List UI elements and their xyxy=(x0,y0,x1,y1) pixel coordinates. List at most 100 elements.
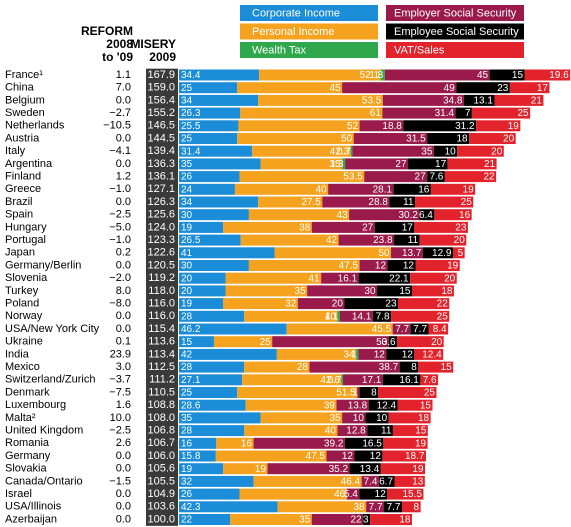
segment-label: 10 xyxy=(376,413,388,424)
misery-value: 120.5 xyxy=(147,259,175,271)
bar-segment xyxy=(389,196,416,208)
reform-value: 0.0 xyxy=(116,158,131,170)
segment-label: 35 xyxy=(299,515,311,526)
country-label: Finland xyxy=(5,171,41,183)
bar-segment xyxy=(179,82,238,94)
bar-segment xyxy=(179,463,224,475)
bar-segment xyxy=(378,387,437,398)
bar-segment xyxy=(397,336,444,348)
segment-label: 40 xyxy=(315,184,327,195)
country-label: Hungary xyxy=(5,221,47,233)
bar-segment xyxy=(447,158,497,170)
segment-label: 12.9 xyxy=(432,248,452,259)
bar-segment xyxy=(179,310,245,322)
segment-label: 19 xyxy=(412,464,424,475)
reform-header: REFORM xyxy=(81,24,133,38)
segment-label: 22.1 xyxy=(389,273,409,284)
misery-value: 110.5 xyxy=(148,386,175,398)
segment-label: 15 xyxy=(181,337,193,348)
segment-label: 12 xyxy=(370,451,382,462)
bar-segment xyxy=(179,133,238,144)
bar-segment xyxy=(234,183,329,195)
misery-value: 167.9 xyxy=(147,69,175,81)
bar-segment xyxy=(344,298,399,310)
bar-segment xyxy=(213,336,273,348)
bar-segment xyxy=(382,374,421,386)
bar-segment xyxy=(179,209,249,221)
reform-value: −2.7 xyxy=(109,107,131,119)
bar-segment xyxy=(374,221,415,233)
bar-segment xyxy=(388,336,398,348)
reform-value: 1.1 xyxy=(116,69,131,81)
reform-value: 0.0 xyxy=(116,94,131,106)
bar-segment xyxy=(252,145,351,157)
bar-segment xyxy=(248,209,350,221)
bar-segment xyxy=(469,133,516,144)
bar-segment xyxy=(420,374,439,386)
segment-label: 34.4 xyxy=(181,70,201,81)
segment-label: 13.4 xyxy=(360,464,380,475)
country-label: Italy xyxy=(5,145,26,157)
segment-label: 42.6 xyxy=(320,375,340,386)
segment-label: 6.7 xyxy=(379,477,393,488)
reform-header: to '09 xyxy=(102,50,133,64)
reform-value: 3.0 xyxy=(116,361,131,373)
segment-label: 25 xyxy=(181,134,193,145)
bar-segment xyxy=(239,488,347,500)
misery-value: 144.5 xyxy=(147,132,175,144)
bar-segment xyxy=(237,82,343,94)
segment-label: 28.8 xyxy=(368,197,388,208)
segment-label: 53.5 xyxy=(362,96,382,107)
bar-segment xyxy=(341,374,344,386)
bar-segment xyxy=(414,221,468,233)
misery-value: 136.1 xyxy=(147,171,175,183)
bar-segment xyxy=(179,336,214,348)
segment-label: 49 xyxy=(444,83,456,94)
segment-label: 25 xyxy=(461,197,473,208)
bar-segment xyxy=(277,501,367,513)
country-label: Mexico xyxy=(5,361,40,373)
segment-label: 13 xyxy=(412,477,424,488)
segment-label: 17 xyxy=(402,223,414,234)
bar-segment xyxy=(463,94,495,106)
bar-segment xyxy=(223,463,268,475)
segment-label: 23 xyxy=(385,299,397,310)
bar-segment xyxy=(244,425,338,437)
segment-label: 16.5 xyxy=(362,438,382,449)
segment-label: 11 xyxy=(403,197,414,208)
segment-label: 7.7 xyxy=(395,324,409,335)
segment-label: 15.5 xyxy=(402,489,422,500)
country-label: Denmark xyxy=(5,386,50,398)
country-label: United Kingdom xyxy=(5,425,83,437)
misery-value: 159.0 xyxy=(147,82,175,94)
segment-label: 42 xyxy=(326,235,338,246)
bar-segment xyxy=(179,183,235,195)
segment-label: 25 xyxy=(181,83,193,94)
country-label: Spain xyxy=(5,209,33,221)
segment-label: 12.4 xyxy=(422,350,442,361)
bar-segment xyxy=(237,133,354,144)
bar-segment xyxy=(311,221,375,233)
misery-value: 155.2 xyxy=(147,107,175,119)
bar-segment xyxy=(342,82,457,94)
bar-segment xyxy=(337,310,341,322)
bar-segment xyxy=(274,247,392,259)
segment-label: 10 xyxy=(445,146,457,157)
bar-segment xyxy=(230,514,312,525)
bar-segment xyxy=(387,260,416,271)
segment-label: 24 xyxy=(181,184,193,195)
bar-segment xyxy=(358,348,387,360)
bar-segment xyxy=(179,488,240,500)
reform-value: −1.0 xyxy=(109,183,131,195)
bar-segment xyxy=(384,69,490,81)
legend-swatch xyxy=(386,23,524,40)
reform-value: 0.0 xyxy=(116,132,131,144)
reform-value: 10.0 xyxy=(110,412,131,424)
segment-label: 34 xyxy=(343,350,355,361)
segment-label: 13.1 xyxy=(474,96,494,107)
bar-segment xyxy=(259,69,381,81)
bar-segment xyxy=(434,209,472,221)
country-label: USA/New York City xyxy=(5,323,100,335)
segment-label: 12.8 xyxy=(346,426,366,437)
bar-segment xyxy=(276,348,357,360)
